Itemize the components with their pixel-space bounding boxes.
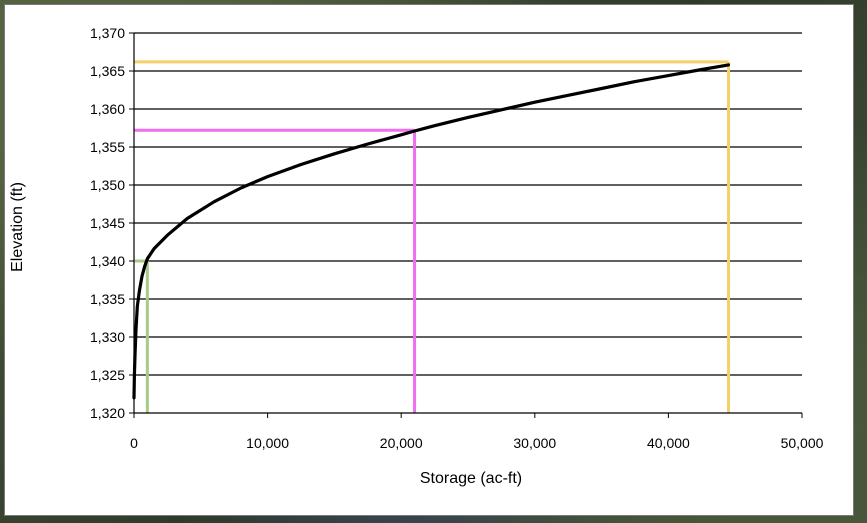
x-tick-label: 0 bbox=[130, 435, 138, 451]
y-tick-label: 1,340 bbox=[90, 253, 125, 269]
y-tick-label: 1,360 bbox=[90, 101, 125, 117]
x-tick-labels: 0 10,000 20,000 30,000 40,000 50,000 bbox=[130, 435, 824, 451]
chart-panel: 0 10,000 20,000 30,000 40,000 50,000 1,320 1,3… bbox=[4, 4, 854, 516]
reference-lines bbox=[134, 60, 731, 413]
x-tick-label: 10,000 bbox=[246, 435, 289, 451]
x-tick-label: 30,000 bbox=[513, 435, 556, 451]
x-tick-label: 40,000 bbox=[647, 435, 690, 451]
y-tick-label: 1,345 bbox=[90, 215, 125, 231]
y-tick-label: 1,330 bbox=[90, 329, 125, 345]
series bbox=[132, 63, 731, 400]
y-tick-label: 1,370 bbox=[90, 25, 125, 41]
x-tick-label: 50,000 bbox=[781, 435, 824, 451]
y-tick-label: 1,355 bbox=[90, 139, 125, 155]
y-tick-label: 1,320 bbox=[90, 405, 125, 421]
gridlines bbox=[134, 32, 802, 376]
y-tick-label: 1,325 bbox=[90, 367, 125, 383]
y-tick-label: 1,365 bbox=[90, 63, 125, 79]
x-axis-label: Storage (ac-ft) bbox=[420, 470, 522, 487]
y-tick-label: 1,335 bbox=[90, 291, 125, 307]
x-tick-label: 20,000 bbox=[380, 435, 423, 451]
y-axis-label: Elevation (ft) bbox=[9, 182, 26, 272]
axes bbox=[129, 32, 803, 418]
y-tick-label: 1,350 bbox=[90, 177, 125, 193]
elevation-storage-chart: 0 10,000 20,000 30,000 40,000 50,000 1,3201,3… bbox=[9, 25, 824, 487]
series-line bbox=[132, 63, 731, 400]
y-tick-labels: 1,320 1,325 1,330 1,335 1,340 1,345 1,350 1,355… bbox=[90, 25, 125, 421]
